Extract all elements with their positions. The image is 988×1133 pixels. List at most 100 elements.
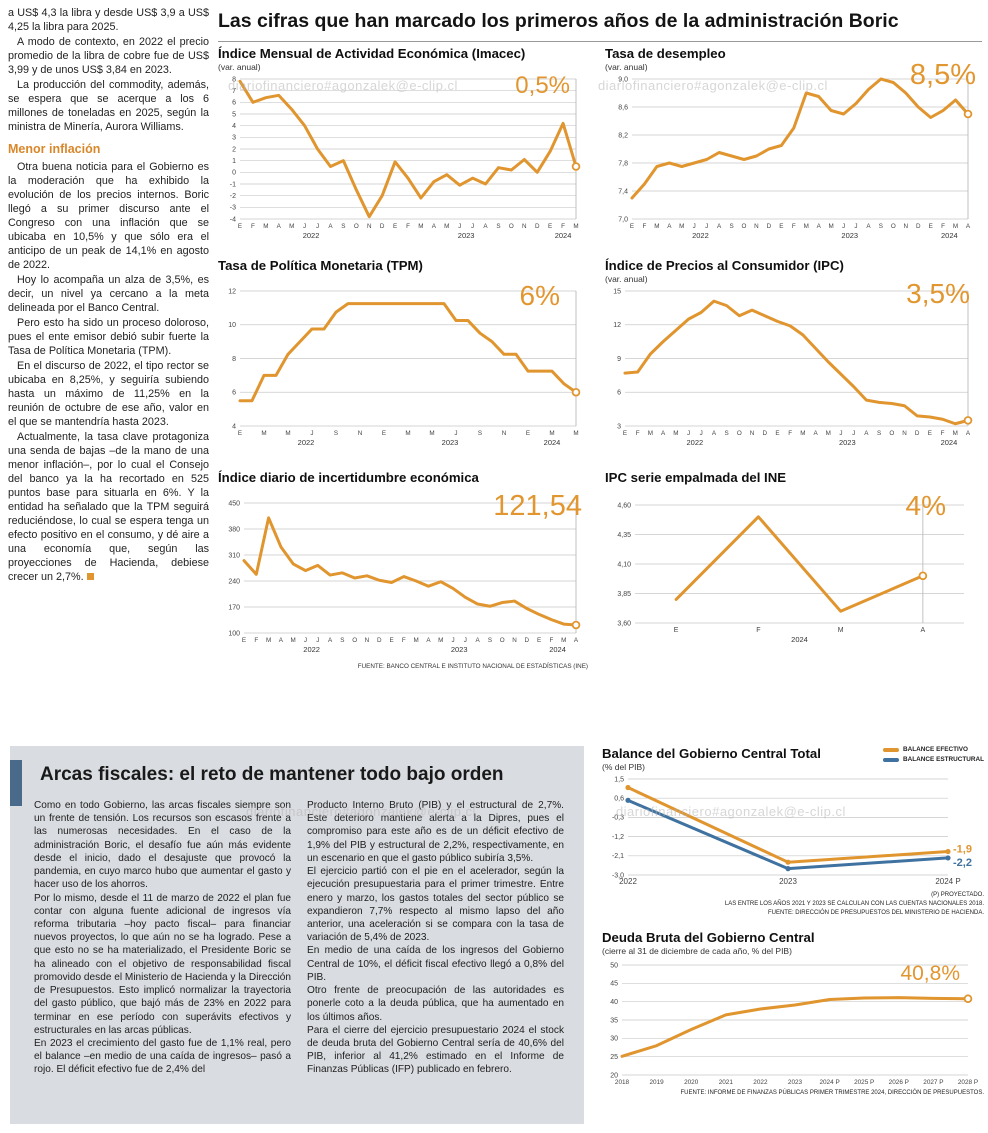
box-paragraph: Por lo mismo, desde el 11 de marzo de 20…: [34, 892, 291, 1036]
svg-text:2023: 2023: [839, 438, 856, 447]
efectivo-line-swatch: [883, 747, 900, 752]
chart-tpm: Tasa de Política Monetaria (TPM) 6% 12 10…: [218, 258, 588, 450]
svg-text:2024: 2024: [544, 438, 561, 447]
svg-text:O: O: [354, 223, 359, 230]
svg-text:J: J: [471, 223, 474, 230]
chart-title: Índice de Precios al Consumidor (IPC): [605, 258, 844, 273]
svg-text:A: A: [483, 223, 488, 230]
chart-title: Índice Mensual de Actividad Económica (I…: [218, 46, 526, 61]
article-paragraph: Hoy lo acompaña un alza de 3,5%, es deci…: [8, 273, 209, 314]
svg-text:25: 25: [610, 1054, 618, 1061]
chart-callout-value: 8,5%: [909, 59, 976, 91]
svg-text:50: 50: [610, 962, 618, 969]
svg-text:E: E: [929, 223, 933, 230]
svg-text:J: J: [693, 223, 696, 230]
svg-text:N: N: [365, 637, 370, 644]
chart-callout-value: 0,5%: [515, 72, 570, 99]
svg-text:J: J: [316, 637, 319, 644]
desempleo-line-chart: 9,08,68,27,87,47,0E F M A M J J A S O N D E F M A M J J A S O…: [618, 76, 973, 240]
legend-item: BALANCE ESTRUCTURAL: [883, 756, 984, 763]
chart-balance-header: Balance del Gobierno Central Total BALAN…: [602, 746, 984, 763]
svg-text:A: A: [966, 430, 971, 437]
svg-text:450: 450: [228, 500, 240, 507]
svg-text:M: M: [429, 430, 434, 437]
svg-text:N: N: [750, 430, 755, 437]
svg-text:M: M: [673, 430, 678, 437]
legend-item: BALANCE EFECTIVO: [883, 746, 984, 753]
page-title: Las cifras que han marcado los primeros …: [218, 10, 899, 32]
svg-text:M: M: [826, 430, 831, 437]
chart-footnote: FUENTE: INFORME DE FINANZAS PÚBLICAS PRI…: [680, 1090, 985, 1096]
svg-text:0,6: 0,6: [614, 796, 624, 803]
svg-text:-2,2: -2,2: [953, 857, 972, 869]
chart-title: Balance del Gobierno Central Total: [602, 746, 821, 761]
svg-text:3: 3: [232, 135, 236, 142]
svg-text:2020: 2020: [684, 1079, 699, 1086]
chart-footnote: LAS ENTRE LOS AÑOS 2021 Y 2023 SE CALCUL…: [724, 901, 984, 907]
svg-text:E: E: [393, 223, 397, 230]
svg-text:F: F: [254, 637, 258, 644]
svg-text:O: O: [509, 223, 514, 230]
svg-text:170: 170: [228, 604, 240, 611]
chart-footnote: FUENTE: DIRECCIÓN DE PRESUPUESTOS DEL MI…: [767, 910, 984, 916]
svg-text:J: J: [700, 430, 703, 437]
box-column-1: Como en todo Gobierno, las arcas fiscale…: [34, 799, 291, 1077]
svg-text:S: S: [334, 430, 338, 437]
svg-text:O: O: [737, 430, 742, 437]
svg-text:M: M: [654, 223, 659, 230]
svg-text:A: A: [277, 223, 282, 230]
svg-text:2022: 2022: [298, 438, 315, 447]
svg-text:12: 12: [613, 322, 621, 329]
svg-text:E: E: [548, 223, 552, 230]
svg-text:D: D: [525, 637, 530, 644]
svg-text:A: A: [476, 637, 481, 644]
svg-text:5: 5: [232, 111, 236, 118]
svg-text:M: M: [444, 223, 449, 230]
chart-title: Tasa de desempleo: [605, 46, 726, 61]
svg-text:2024 P: 2024 P: [819, 1079, 839, 1086]
svg-text:M: M: [549, 430, 554, 437]
svg-text:2024: 2024: [941, 231, 958, 240]
svg-text:A: A: [921, 627, 926, 634]
svg-text:A: A: [328, 223, 333, 230]
chart-ipc-ine: IPC serie empalmada del INE 4% 4,60 4,35 4…: [605, 470, 980, 647]
svg-text:O: O: [891, 223, 896, 230]
svg-text:A: A: [574, 637, 579, 644]
svg-text:J: J: [310, 430, 313, 437]
svg-text:2022: 2022: [692, 231, 709, 240]
box-paragraph: El ejercicio partió con el pie en el ace…: [307, 866, 564, 944]
svg-text:2022: 2022: [753, 1079, 768, 1086]
svg-text:F: F: [941, 430, 945, 437]
svg-text:J: J: [458, 223, 461, 230]
svg-text:M: M: [953, 430, 958, 437]
svg-text:S: S: [496, 223, 500, 230]
svg-text:S: S: [478, 430, 482, 437]
svg-text:E: E: [775, 430, 779, 437]
deuda-plot-area: 40,8% 50 45 40 35 30 25 20 2018 2019 2020 2021 2022…: [602, 957, 984, 1089]
estructural-line-swatch: [883, 757, 900, 762]
svg-text:15: 15: [613, 288, 621, 295]
svg-text:E: E: [674, 627, 679, 634]
svg-text:4,10: 4,10: [617, 561, 631, 568]
svg-text:2022: 2022: [303, 231, 320, 240]
chart-footnote: (P) PROYECTADO.: [931, 892, 984, 898]
svg-text:F: F: [941, 223, 945, 230]
svg-text:F: F: [643, 223, 647, 230]
svg-text:F: F: [756, 627, 760, 634]
svg-text:M: M: [263, 223, 268, 230]
chart-title: Tasa de Política Monetaria (TPM): [218, 258, 423, 273]
svg-text:10: 10: [228, 322, 236, 329]
svg-text:310: 310: [228, 552, 240, 559]
svg-text:D: D: [767, 223, 772, 230]
svg-text:F: F: [561, 223, 565, 230]
chart-title: IPC serie empalmada del INE: [605, 470, 787, 485]
chart-desempleo: Tasa de desempleo (var. anual) 8,5% 9,0 8…: [605, 46, 980, 243]
svg-text:F: F: [251, 223, 255, 230]
svg-text:J: J: [839, 430, 842, 437]
svg-text:2025 P: 2025 P: [854, 1079, 874, 1086]
svg-text:M: M: [648, 430, 653, 437]
svg-text:E: E: [242, 637, 246, 644]
svg-text:35: 35: [610, 1017, 618, 1024]
